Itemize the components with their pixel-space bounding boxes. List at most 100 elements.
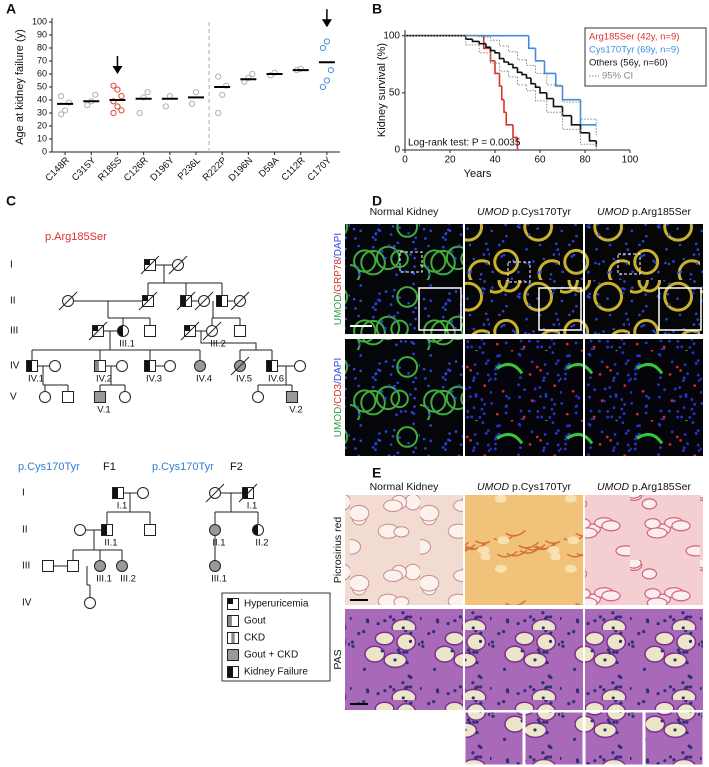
survival-step (530, 78, 536, 85)
survival-step (561, 106, 572, 117)
arrow-head (321, 19, 332, 28)
survival-step (494, 50, 500, 54)
data-point (118, 93, 125, 100)
micrograph (345, 339, 463, 456)
y-tick-label: 0 (42, 146, 47, 156)
survival-step (490, 52, 500, 64)
survival-step (546, 100, 563, 113)
pedigree-symbol (140, 255, 160, 275)
column-header: UMOD p.Cys170Tyr (477, 206, 571, 218)
x-tick-label: C170Y (305, 155, 334, 184)
roi-box (399, 251, 423, 273)
pedigree-symbol (230, 291, 250, 311)
pedigree-symbol (74, 524, 86, 536)
micrograph (465, 339, 583, 456)
pedigree-symbol (227, 615, 239, 627)
data-point (323, 38, 331, 45)
x-tick-label: 20 (444, 155, 456, 166)
individual-label: I.1 (247, 501, 258, 512)
inset (524, 711, 584, 766)
pedigree-symbol (227, 666, 239, 678)
individual-label: IV.6 (268, 374, 284, 385)
survival-step (512, 64, 518, 69)
survival-step (500, 86, 504, 101)
family-label: F2 (230, 461, 243, 473)
x-tick-label: D196N (227, 155, 256, 184)
pedigree-symbol (42, 560, 54, 572)
pedigree-symbol (266, 360, 278, 372)
survival-step (580, 102, 597, 120)
data-point (136, 109, 143, 117)
x-axis-label: Years (464, 168, 492, 180)
legend-box (221, 592, 331, 682)
pedigree-symbol (67, 560, 79, 572)
survival-step (535, 90, 547, 102)
survival-step (499, 63, 509, 72)
survival-step (503, 99, 507, 114)
column-header: Normal Kidney (370, 481, 440, 493)
survival-step (482, 35, 491, 50)
x-tick-label: C315Y (70, 155, 99, 184)
micrograph (345, 495, 463, 605)
y-tick-label: 100 (383, 30, 400, 41)
generation-label: IV (22, 598, 32, 609)
survival-step (545, 92, 554, 100)
data-point (144, 89, 151, 96)
row-label: UMOD/CD3/DAPI (333, 358, 344, 437)
legend-label: Kidney Failure (244, 667, 308, 678)
annotation: Log-rank test: P = 0.0035 (408, 138, 521, 149)
micrograph (465, 495, 583, 605)
panel-label: C (6, 193, 16, 209)
x-tick-label: D196Y (148, 155, 177, 184)
pedigree-symbol (39, 391, 51, 403)
pedigree-symbol (26, 360, 38, 372)
y-tick-label: 90 (37, 29, 47, 39)
row-label: Picrosirius red (332, 517, 344, 584)
data-point (61, 107, 69, 114)
survival-step (527, 35, 536, 50)
pedigree-symbol (180, 321, 200, 341)
y-tick-label: 30 (37, 107, 47, 117)
pedigree-symbol (216, 295, 228, 307)
pedigree-symbol (164, 360, 176, 372)
pedigree-symbol (117, 325, 129, 337)
pedigree-symbol (119, 391, 131, 403)
pedigree-symbol (234, 325, 246, 337)
individual-label: IV.1 (28, 374, 44, 385)
y-tick-label: 20 (37, 120, 47, 130)
pedigree-symbol (94, 360, 106, 372)
data-point (297, 65, 304, 72)
pedigree-title: p.Cys170Tyr (18, 461, 80, 473)
individual-label: II.1 (212, 538, 225, 549)
survival-step (543, 60, 556, 75)
y-tick-label: 70 (37, 55, 47, 65)
family-label: F1 (103, 461, 116, 473)
survival-step (580, 129, 597, 145)
survival-step (471, 39, 480, 43)
survival-step (534, 48, 545, 62)
survival-step (535, 65, 547, 74)
individual-label: II.1 (104, 538, 117, 549)
pedigree-symbol (116, 560, 128, 572)
survival-step (526, 84, 536, 92)
pedigree-symbol (144, 524, 156, 536)
survival-step (554, 73, 563, 87)
x-tick-label: 100 (622, 155, 639, 166)
pedigree-symbol (94, 560, 106, 572)
x-tick-label: 0 (402, 155, 408, 166)
pedigree-symbol (84, 597, 96, 609)
x-tick-label: 60 (534, 155, 546, 166)
micrograph (465, 609, 583, 710)
data-point (223, 82, 230, 89)
survival-step (561, 86, 581, 101)
x-tick-label: D59A (257, 155, 282, 180)
x-tick-label: P236L (176, 155, 203, 182)
survival-step (516, 67, 522, 74)
data-point (219, 91, 226, 98)
data-point (162, 103, 169, 110)
data-point (84, 102, 91, 109)
inset (658, 287, 702, 331)
y-axis-label: Kidney survival (%) (376, 43, 388, 137)
survival-step (485, 43, 491, 48)
